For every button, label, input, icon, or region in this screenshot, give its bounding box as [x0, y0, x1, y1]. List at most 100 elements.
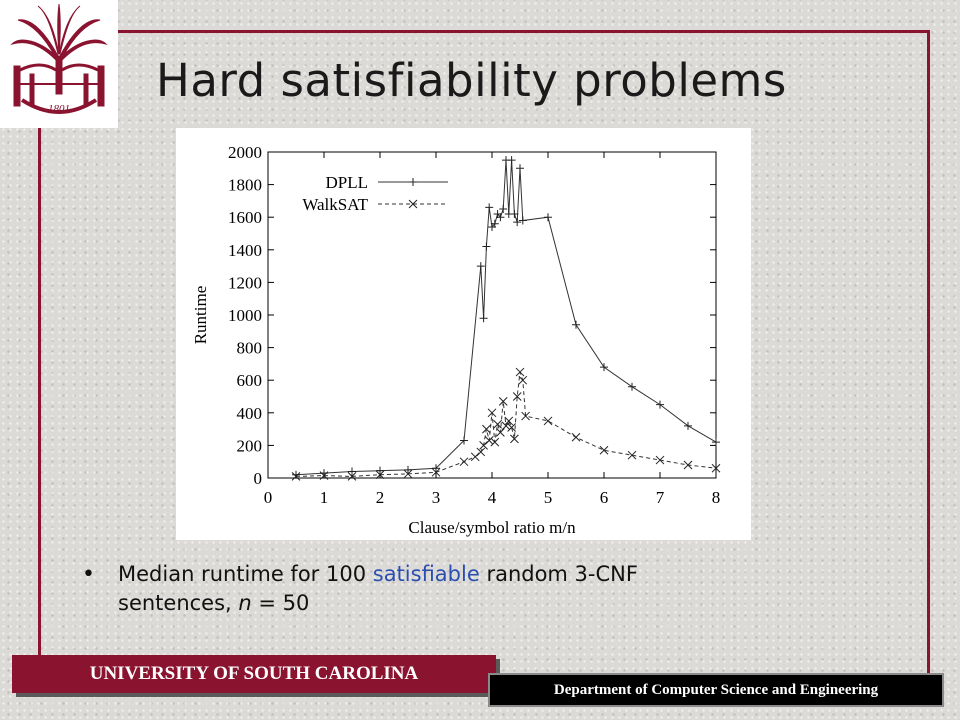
- bullet-text-pre: Median runtime for 100: [118, 562, 367, 586]
- bullet-highlight: satisfiable: [372, 562, 480, 586]
- data-point-dpll: [476, 262, 485, 271]
- y-tick-label: 1800: [228, 176, 262, 195]
- x-tick-label: 6: [600, 488, 609, 507]
- data-point-walksat: [493, 419, 502, 429]
- data-point-walksat: [518, 375, 528, 385]
- data-point-dpll: [376, 466, 384, 475]
- bullet-line2-pre: sentences,: [118, 591, 232, 615]
- data-point-walksat: [459, 457, 469, 467]
- data-point-walksat: [571, 432, 581, 442]
- data-point-dpll: [513, 218, 522, 227]
- data-point-dpll: [516, 164, 524, 173]
- data-point-walksat: [711, 463, 721, 473]
- series-line-dpll: [295, 160, 717, 476]
- bullet-text: Median runtime for 100 satisfiable rando…: [118, 560, 838, 618]
- data-point-walksat: [498, 397, 508, 406]
- data-point-walksat: [504, 416, 514, 426]
- slide-title: Hard satisfiability problems: [156, 54, 787, 107]
- data-point-walksat: [683, 460, 693, 470]
- data-point-dpll: [348, 467, 356, 476]
- data-point-walksat: [512, 392, 522, 401]
- x-tick-label: 3: [432, 488, 441, 507]
- data-point-dpll: [404, 465, 412, 474]
- y-tick-label: 800: [237, 339, 263, 358]
- data-point-dpll: [485, 203, 494, 212]
- data-point-dpll: [600, 363, 608, 372]
- x-tick-label: 0: [264, 488, 273, 507]
- data-point-walksat: [627, 450, 637, 460]
- data-point-walksat: [521, 411, 530, 421]
- x-tick-label: 4: [488, 488, 497, 507]
- y-tick-label: 200: [237, 436, 263, 455]
- bullet-text-post: random 3-CNF: [486, 562, 638, 586]
- data-point-dpll: [490, 219, 499, 228]
- data-point-dpll: [499, 205, 508, 214]
- data-point-walksat: [431, 467, 441, 477]
- data-point-dpll: [518, 216, 527, 225]
- footer-university: UNIVERSITY OF SOUTH CAROLINA: [12, 655, 496, 693]
- data-point-walksat: [476, 447, 486, 457]
- data-point-walksat: [496, 428, 505, 437]
- logo-year: 1801: [48, 103, 70, 115]
- data-point-walksat: [403, 469, 413, 479]
- y-tick-label: 2000: [228, 143, 262, 162]
- data-point-dpll: [507, 156, 516, 165]
- university-logo: 1801: [0, 0, 118, 128]
- data-point-dpll: [656, 400, 664, 409]
- data-point-walksat: [510, 434, 519, 444]
- data-point-walksat: [319, 471, 329, 480]
- y-tick-label: 1200: [228, 273, 262, 292]
- data-point-walksat: [484, 436, 494, 445]
- data-point-walksat: [291, 472, 301, 481]
- data-point-walksat: [507, 423, 516, 432]
- x-tick-label: 2: [376, 488, 385, 507]
- runtime-chart: 0 200 400 600 800 1000 1200 1400 1600 1800 2000 0 1 2…: [191, 143, 721, 537]
- data-point-walksat: [490, 437, 500, 447]
- y-tick-label: 600: [237, 371, 263, 390]
- y-tick-label: 1400: [228, 241, 262, 260]
- data-point-dpll: [482, 242, 491, 251]
- x-tick-label: 1: [320, 488, 329, 507]
- data-point-walksat: [543, 416, 553, 426]
- data-point-dpll: [544, 213, 552, 222]
- slide-frame: [38, 30, 930, 678]
- footer-department: Department of Computer Science and Engin…: [488, 673, 944, 707]
- bullet-variable-n: n: [238, 591, 252, 615]
- legend-label: WalkSAT: [302, 195, 368, 214]
- data-point-dpll: [460, 436, 468, 445]
- x-tick-label: 7: [656, 488, 665, 507]
- y-tick-label: 400: [237, 404, 263, 423]
- data-point-dpll: [292, 470, 300, 479]
- data-point-dpll: [684, 421, 692, 430]
- legend-label: DPLL: [326, 173, 369, 192]
- bullet-line2-post: = 50: [258, 591, 310, 615]
- legend-marker: [408, 199, 418, 209]
- data-point-dpll: [479, 314, 488, 323]
- data-point-dpll: [572, 320, 580, 329]
- x-axis-label: Clause/symbol ratio m/n: [408, 518, 576, 537]
- y-axis-label: Runtime: [191, 286, 210, 345]
- bullet-dot: •: [82, 562, 95, 587]
- data-point-dpll: [432, 464, 440, 473]
- data-point-dpll: [496, 213, 505, 222]
- data-point-walksat: [482, 424, 491, 434]
- x-tick-label: 5: [544, 488, 553, 507]
- y-tick-label: 0: [254, 469, 263, 488]
- runtime-chart-panel: 0 200 400 600 800 1000 1200 1400 1600 1800 2000 0 1 2…: [176, 128, 751, 540]
- y-tick-label: 1600: [228, 208, 262, 227]
- data-point-walksat: [479, 441, 488, 450]
- data-point-walksat: [347, 472, 357, 481]
- legend-marker: [409, 178, 417, 186]
- data-point-walksat: [487, 408, 497, 418]
- data-point-dpll: [628, 382, 636, 391]
- data-point-walksat: [470, 452, 480, 462]
- data-point-walksat: [375, 470, 385, 480]
- data-point-walksat: [515, 367, 525, 377]
- data-point-dpll: [712, 438, 720, 447]
- data-point-walksat: [501, 421, 511, 431]
- data-point-walksat: [655, 455, 665, 465]
- x-tick-label: 8: [712, 488, 721, 507]
- data-point-dpll: [510, 209, 519, 218]
- series-line-walksat: [295, 371, 717, 477]
- data-point-walksat: [599, 445, 609, 455]
